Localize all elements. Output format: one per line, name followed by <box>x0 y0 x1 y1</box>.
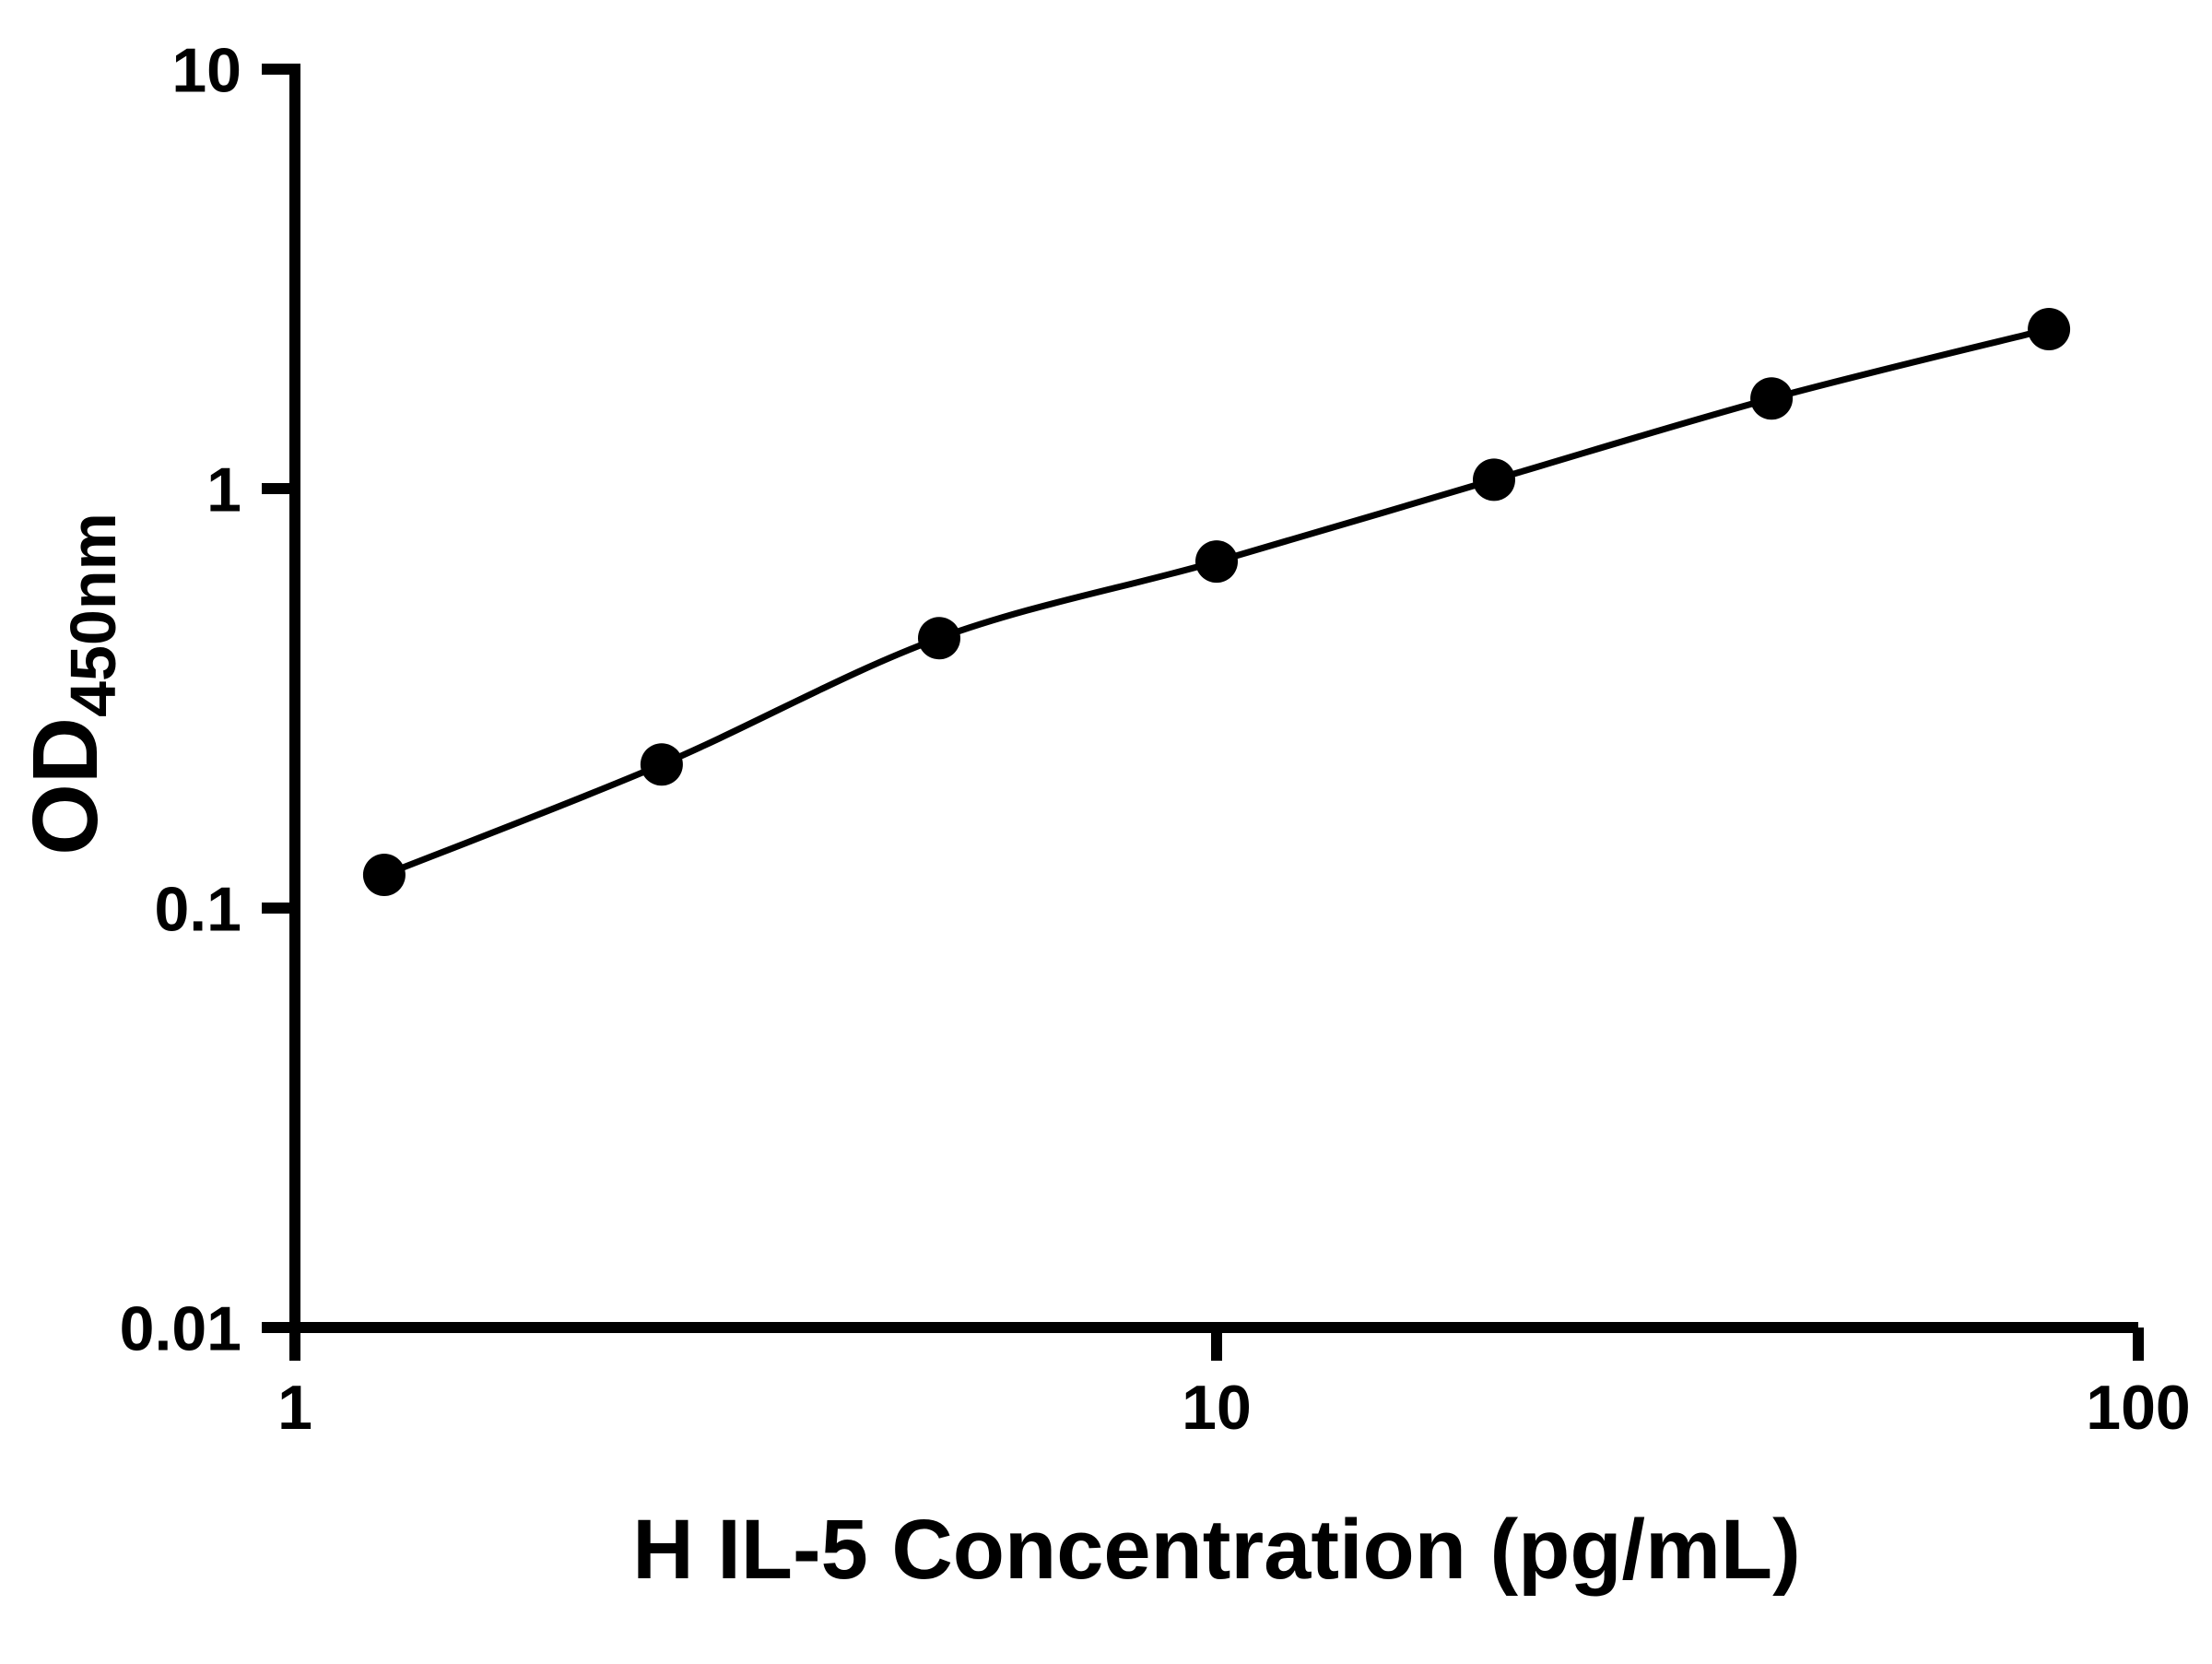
data-point-3 <box>1195 540 1238 584</box>
data-point-0 <box>362 854 406 896</box>
y-axis-title-main: OD <box>14 717 117 856</box>
series-layer <box>362 308 2071 896</box>
data-point-6 <box>2028 308 2071 350</box>
data-point-1 <box>640 743 683 786</box>
y-axis-title: OD450nm <box>14 513 129 856</box>
data-point-4 <box>1473 458 1515 502</box>
data-point-5 <box>1750 377 1794 420</box>
y-tick-label-1: 1 <box>206 454 241 525</box>
axis-spines <box>289 64 2138 1333</box>
x-axis-title: H IL-5 Concentration (pg/mL) <box>632 1503 1800 1597</box>
x-axis-ticks <box>289 1328 2144 1361</box>
x-tick-label-10: 10 <box>1182 1373 1252 1443</box>
y-tick-label-0_01: 0.01 <box>120 1293 241 1363</box>
y-tick-label-0_1: 0.1 <box>154 874 241 944</box>
x-tick-label-100: 100 <box>2086 1373 2190 1443</box>
data-point-2 <box>918 617 960 660</box>
fit-curve <box>382 325 2050 879</box>
y-tick-label-10: 10 <box>171 35 241 105</box>
x-tick-label-1: 1 <box>277 1373 312 1443</box>
y-axis-title-subscript: 450nm <box>57 513 129 717</box>
